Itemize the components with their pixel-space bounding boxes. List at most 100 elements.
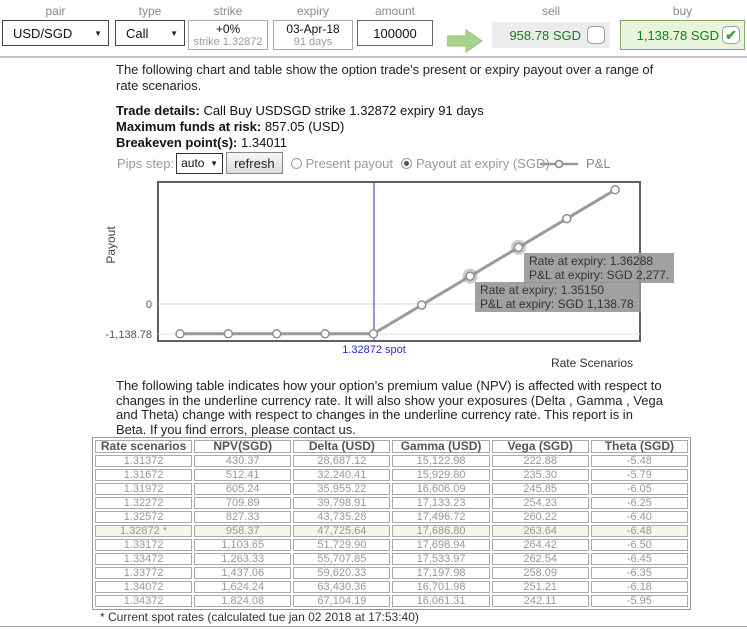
present-payout-option[interactable]: Present payout bbox=[290, 155, 394, 171]
table-row: 1.31672 512.41 32,240.41 15,929.80 235.30 -5.… bbox=[95, 469, 688, 481]
table-header-cell: NPV(SGD) bbox=[194, 440, 292, 453]
expiry-days: 91 days bbox=[293, 36, 333, 48]
buy-option[interactable]: 1,138.78 SGD ✔ bbox=[620, 20, 745, 50]
table-cell: 1.32572 bbox=[95, 511, 193, 523]
table-cell: -6.50 bbox=[590, 539, 688, 551]
buy-header: buy bbox=[672, 4, 693, 18]
table-row: 1.34072 1,624.24 63,430.36 16,701.98 251.21-… bbox=[95, 581, 688, 593]
pips-step-label: Pips step: bbox=[117, 155, 175, 171]
breakeven-label: Breakeven point(s): bbox=[116, 135, 238, 150]
chart-point[interactable] bbox=[320, 329, 330, 339]
table-cell: 262.54 bbox=[491, 553, 589, 565]
payout-table-head-row: Rate scenarios NPV(SGD) Delta (USD) Gamma (… bbox=[95, 440, 688, 453]
table-row: 1.32272 709.89 39,798.91 17,133.23 254.23 -6.… bbox=[95, 497, 688, 509]
table-cell: 251.21 bbox=[491, 581, 589, 593]
trade-direction-arrow-icon bbox=[446, 29, 483, 53]
table-cell: 1.33472 bbox=[95, 553, 193, 565]
table-cell: -6.35 bbox=[590, 567, 688, 579]
pnl-line bbox=[180, 188, 616, 336]
expiry-payout-label: Payout at expiry (SGD) bbox=[416, 155, 550, 171]
present-payout-label: Present payout bbox=[305, 155, 394, 171]
amount-input[interactable] bbox=[357, 20, 433, 46]
buy-checkbox-checked-icon[interactable]: ✔ bbox=[722, 26, 740, 44]
strike-pct: +0% bbox=[215, 22, 241, 36]
sell-price: 958.78 SGD bbox=[509, 27, 581, 43]
chart-point[interactable] bbox=[513, 242, 524, 253]
table-cell: 254.23 bbox=[491, 497, 589, 509]
tooltip-pnl-line: P&L at expiry: SGD 1,138.78 bbox=[480, 297, 634, 311]
table-cell: 59,620.33 bbox=[293, 567, 391, 579]
sell-option[interactable]: 958.78 SGD bbox=[492, 22, 610, 48]
table-cell: -5.79 bbox=[590, 469, 688, 481]
table-cell: 1.31972 bbox=[95, 483, 193, 495]
table-cell: 51,729.90 bbox=[293, 539, 391, 551]
present-payout-radio-icon[interactable] bbox=[290, 157, 302, 169]
pair-select[interactable]: USD/SGD ▼ bbox=[2, 20, 109, 46]
amount-header: amount bbox=[374, 4, 416, 18]
table-cell: 1.32272 bbox=[95, 497, 193, 509]
table-cell: 47,725.64 bbox=[293, 525, 391, 537]
expiry-payout-radio-icon[interactable] bbox=[401, 157, 413, 169]
table-cell: 63,430.36 bbox=[293, 581, 391, 593]
strike-box[interactable]: +0% strike 1.32872 bbox=[188, 20, 268, 50]
chevron-down-icon: ▼ bbox=[170, 28, 178, 38]
chart-point[interactable] bbox=[465, 271, 475, 281]
table-cell: -6.05 bbox=[590, 483, 688, 495]
table-row: 1.32872 * 958.37 47,725.64 17,686.80 263.64-… bbox=[95, 525, 688, 537]
table-cell: 605.24 bbox=[194, 483, 292, 495]
table-row: 1.31372 430.37 28,687.12 15,122.98 222.88 -5.… bbox=[95, 455, 688, 467]
chart-point[interactable] bbox=[368, 329, 379, 339]
pair-header: pair bbox=[45, 4, 66, 18]
chart-point[interactable] bbox=[610, 185, 620, 195]
buy-column: buy 1,138.78 SGD ✔ bbox=[620, 0, 745, 50]
chart-point[interactable] bbox=[417, 300, 427, 310]
table-cell: 1,824.08 bbox=[194, 595, 292, 607]
trade-details-block: Trade details: Call Buy USDSGD strike 1.… bbox=[116, 103, 661, 151]
table-cell: 17,496.72 bbox=[392, 511, 490, 523]
type-header: type bbox=[138, 4, 162, 18]
pips-step-select[interactable]: auto ▼ bbox=[176, 152, 224, 174]
spot-rate-label: 1.32872 spot bbox=[342, 344, 406, 356]
table-cell: 17,698.94 bbox=[392, 539, 490, 551]
table-cell: -6.48 bbox=[590, 525, 688, 537]
table-cell: 1.33172 bbox=[95, 539, 193, 551]
table-header-cell: Gamma (USD) bbox=[392, 440, 490, 453]
table-cell: 512.41 bbox=[194, 469, 292, 481]
table-cell: -5.48 bbox=[590, 455, 688, 467]
refresh-button[interactable]: refresh bbox=[226, 152, 283, 174]
tooltip-pnl-line: P&L at expiry: SGD 2,277. bbox=[529, 268, 670, 282]
table-cell: 67,104.19 bbox=[293, 595, 391, 607]
table-cell: 15,122.98 bbox=[392, 455, 490, 467]
spot-rate-footnote: * Current spot rates (calculated tue jan… bbox=[100, 610, 419, 624]
table-cell: 1.31672 bbox=[95, 469, 193, 481]
type-select[interactable]: Call ▼ bbox=[115, 20, 185, 46]
table-cell: 55,707.85 bbox=[293, 553, 391, 565]
ytick-zero: 0 bbox=[146, 299, 152, 311]
strike-column: strike +0% strike 1.32872 bbox=[188, 0, 268, 50]
chevron-down-icon: ▼ bbox=[94, 28, 102, 38]
table-cell: 16,061.31 bbox=[392, 595, 490, 607]
chart-tooltip: Rate at expiry: 1.35150 P&L at expiry: S… bbox=[475, 282, 641, 312]
legend-line-marker-icon bbox=[540, 159, 578, 168]
x-axis-title: Rate Scenarios bbox=[550, 356, 634, 370]
expiry-box[interactable]: 03-Apr-18 91 days bbox=[273, 20, 353, 50]
table-cell: 1.33772 bbox=[95, 567, 193, 579]
chart-point[interactable] bbox=[562, 213, 572, 224]
max-risk-value: 857.05 (USD) bbox=[264, 119, 345, 134]
expiry-payout-option[interactable]: Payout at expiry (SGD) bbox=[401, 156, 550, 171]
max-risk-label: Maximum funds at risk: bbox=[116, 119, 262, 134]
chart-point[interactable] bbox=[271, 329, 282, 339]
chart-point[interactable] bbox=[223, 329, 234, 339]
chart-point[interactable] bbox=[175, 329, 185, 339]
table-cell: 958.37 bbox=[194, 525, 292, 537]
table-cell: 827.33 bbox=[194, 511, 292, 523]
legend-series-label: P&L bbox=[586, 156, 611, 171]
table-cell: 264.42 bbox=[491, 539, 589, 551]
table-cell: 43,735.28 bbox=[293, 511, 391, 523]
bottom-divider bbox=[0, 626, 747, 627]
expiry-column: expiry 03-Apr-18 91 days bbox=[273, 0, 353, 50]
table-cell: 17,197.98 bbox=[392, 567, 490, 579]
expiry-header: expiry bbox=[296, 4, 329, 18]
sell-checkbox-icon[interactable] bbox=[587, 26, 605, 44]
table-cell: 258.09 bbox=[491, 567, 589, 579]
